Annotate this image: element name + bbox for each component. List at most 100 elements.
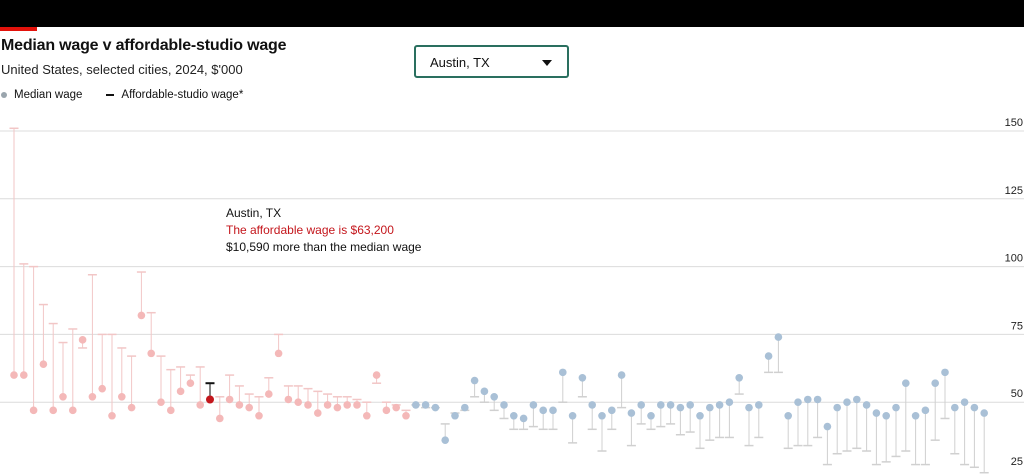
median-wage-point — [225, 395, 234, 404]
median-wage-point — [29, 406, 38, 415]
median-wage-point — [902, 379, 910, 388]
median-wage-point — [323, 401, 332, 409]
median-wage-point — [608, 406, 616, 415]
median-wage-point — [402, 411, 410, 420]
top-bar — [0, 0, 1024, 27]
median-wage-point — [372, 371, 381, 379]
median-wage-point — [451, 411, 459, 420]
median-wage-point — [568, 411, 577, 420]
y-tick-label: 125 — [1005, 185, 1023, 197]
median-wage-point — [392, 403, 401, 412]
median-wage-point — [676, 403, 685, 412]
median-wage-point — [147, 349, 155, 358]
median-wage-point — [804, 395, 812, 404]
median-wage-point — [49, 406, 57, 415]
median-wage-point — [78, 336, 87, 344]
annotation-difference: $10,590 more than the median wage — [226, 240, 422, 254]
median-wage-point — [274, 349, 283, 358]
median-wage-point — [353, 401, 361, 409]
median-wage-point — [666, 401, 675, 409]
annotation-affordable-wage: The affordable wage is $63,200 — [226, 223, 394, 237]
median-wage-point — [657, 401, 665, 409]
legend-affordable-marker — [106, 94, 115, 96]
median-wage-point — [892, 403, 900, 412]
median-wage-point — [480, 387, 489, 396]
median-wage-point — [559, 368, 567, 377]
tooltip-annotation: Austin, TX The affordable wage is $63,20… — [226, 205, 421, 256]
median-wage-point — [755, 401, 763, 409]
median-wage-point — [343, 401, 352, 409]
median-wage-point — [706, 403, 714, 412]
city-select[interactable]: Austin, TX — [414, 45, 569, 78]
page-subtitle: United States, selected cities, 2024, $'… — [1, 62, 243, 77]
y-tick-label: 50 — [1011, 388, 1023, 400]
median-wage-point — [725, 398, 734, 407]
median-wage-point — [617, 371, 626, 379]
median-wage-point — [108, 411, 116, 420]
median-wage-point — [637, 401, 645, 409]
median-wage-point — [529, 401, 538, 409]
legend: Median wage Affordable-studio wage* — [1, 89, 243, 101]
median-wage-point — [784, 411, 792, 420]
median-wage-point — [813, 395, 822, 404]
median-wage-point — [510, 411, 518, 420]
median-wage-point — [951, 403, 959, 412]
median-wage-point — [20, 371, 28, 379]
median-wage-point — [627, 409, 636, 417]
page-title: Median wage v affordable-studio wage — [1, 37, 287, 54]
median-wage-point — [872, 409, 881, 417]
median-wage-point — [519, 414, 528, 423]
y-tick-label: 25 — [1011, 456, 1023, 468]
brand-accent-bar — [0, 27, 37, 31]
median-wage-point — [794, 398, 802, 407]
median-wage-point — [186, 379, 195, 388]
median-wage-point — [255, 411, 263, 420]
median-wage-point — [206, 395, 214, 404]
y-tick-label: 150 — [1005, 117, 1023, 129]
median-wage-point — [382, 406, 391, 415]
median-wage-point — [127, 403, 136, 412]
median-wage-point — [294, 398, 303, 407]
median-wage-point — [764, 352, 773, 360]
median-wage-point — [931, 379, 939, 388]
median-wage-point — [941, 368, 949, 377]
median-wage-point — [833, 403, 841, 412]
median-wage-point — [715, 401, 724, 409]
median-wage-point — [578, 373, 587, 382]
median-wage-point — [647, 411, 655, 420]
median-wage-point — [59, 392, 67, 401]
median-wage-point — [911, 411, 920, 420]
median-wage-point — [598, 411, 606, 420]
median-wage-point — [10, 371, 18, 379]
median-wage-point — [333, 403, 342, 412]
median-wage-point — [137, 311, 146, 320]
city-select-value: Austin, TX — [430, 55, 490, 70]
median-wage-point — [245, 403, 253, 412]
median-wage-point — [196, 401, 204, 409]
annotation-city: Austin, TX — [226, 206, 282, 220]
median-wage-point — [88, 392, 97, 401]
median-wage-point — [843, 398, 851, 407]
legend-affordable-label: Affordable-studio wage* — [121, 89, 244, 101]
median-wage-point — [441, 436, 450, 444]
median-wage-point — [412, 401, 420, 409]
median-wage-point — [970, 403, 979, 412]
median-wage-point — [314, 409, 322, 417]
median-wage-point — [774, 333, 783, 341]
median-wage-point — [167, 406, 175, 415]
median-wage-point — [39, 360, 48, 369]
median-wage-point — [421, 401, 430, 409]
median-wage-point — [549, 406, 557, 415]
median-wage-point — [118, 392, 126, 401]
median-wage-point — [235, 401, 244, 409]
median-wage-point — [745, 403, 753, 412]
median-wage-point — [539, 406, 547, 415]
legend-median-marker — [1, 92, 7, 98]
median-wage-point — [853, 395, 861, 404]
median-wage-point — [696, 411, 704, 420]
median-wage-point — [686, 401, 694, 409]
median-wage-point — [960, 398, 969, 407]
y-tick-label: 100 — [1005, 253, 1023, 265]
median-wage-point — [735, 373, 743, 382]
